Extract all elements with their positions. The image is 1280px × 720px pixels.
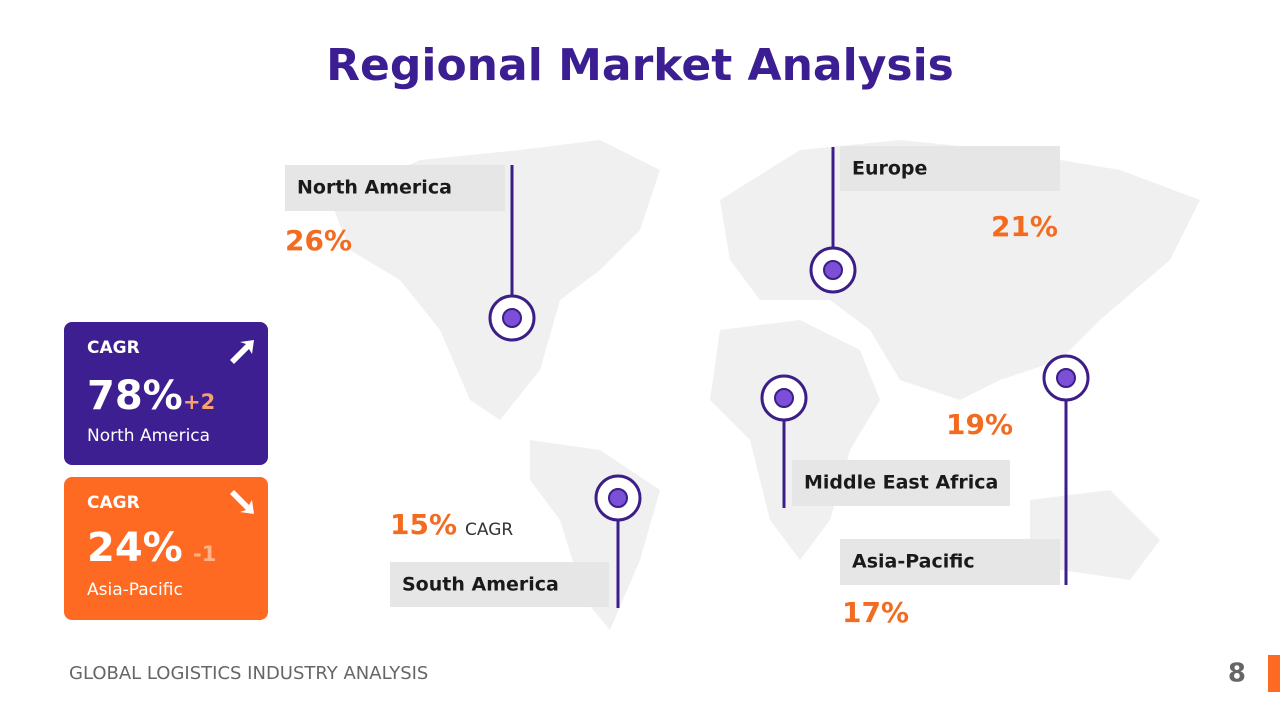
label-box <box>390 562 609 607</box>
region-value: 26% <box>285 224 352 257</box>
region-caption: CAGR <box>465 520 513 540</box>
region-value: 17% <box>842 596 909 629</box>
label-box <box>840 539 1060 585</box>
pin-dot <box>1056 368 1076 388</box>
card <box>64 477 268 620</box>
label-box <box>792 460 1010 506</box>
title: Regional Market Analysis <box>326 40 954 91</box>
pin-dot <box>774 388 794 408</box>
arrow-up-icon <box>230 340 254 364</box>
pin-dot <box>823 260 843 280</box>
region-value: 19% <box>946 408 1013 441</box>
map-land <box>1030 490 1160 580</box>
pin-dot <box>608 488 628 508</box>
pin-dot <box>502 308 522 328</box>
card-region: North America <box>87 426 210 446</box>
card-value: 24% <box>87 525 183 571</box>
card-region: Asia-Pacific <box>87 580 183 600</box>
footer-text: GLOBAL LOGISTICS INDUSTRY ANALYSIS <box>69 663 428 684</box>
card-label: CAGR <box>87 338 140 358</box>
label-box <box>285 165 505 211</box>
card-change: -1 <box>193 542 216 566</box>
region-label: South America <box>402 574 559 596</box>
card-value: 78% <box>87 373 183 419</box>
label-box <box>840 146 1060 191</box>
region-label: Middle East Africa <box>804 472 998 494</box>
card-change: +2 <box>183 390 215 414</box>
card-label: CAGR <box>87 493 140 513</box>
region-value: 15% <box>390 508 457 541</box>
map-land <box>710 320 880 560</box>
region-value: 21% <box>991 210 1058 243</box>
accent-bar <box>1268 655 1280 692</box>
arrow-down-icon <box>230 490 254 514</box>
map-land <box>720 140 1200 400</box>
region-label: Asia-Pacific <box>852 551 975 573</box>
region-label: North America <box>297 177 452 199</box>
card <box>64 322 268 465</box>
region-label: Europe <box>852 158 927 180</box>
page-number: 8 <box>1228 659 1246 689</box>
